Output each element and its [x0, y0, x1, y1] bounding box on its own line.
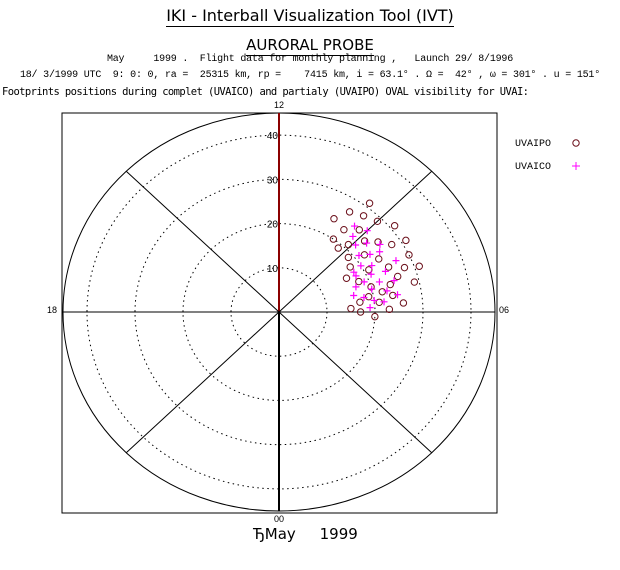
- point-uvaipo-17: [373, 217, 382, 226]
- point-uvaipo-12: [375, 255, 383, 263]
- point-uvaipo-33: [390, 222, 399, 230]
- probe-title: AURORAL PROBE: [246, 36, 374, 56]
- point-uvaico-8: [390, 277, 398, 285]
- point-uvaico-18: [376, 240, 384, 248]
- point-uvaipo-23: [344, 253, 353, 262]
- point-uvaico-2: [360, 278, 368, 286]
- radial-tick-label-30: 30: [267, 175, 279, 186]
- mlt-label-left: 18: [47, 305, 57, 315]
- point-uvaipo-25: [415, 262, 423, 270]
- point-uvaico-27: [350, 291, 358, 299]
- point-uvaipo-28: [385, 305, 394, 314]
- orbit-line: 18/ 3/1999 UTC 9: 0: 0, ra = 25315 km, r…: [19, 70, 601, 81]
- point-uvaico-16: [363, 227, 371, 235]
- point-uvaipo-1: [386, 280, 394, 289]
- point-uvaico-6: [370, 296, 378, 304]
- point-uvaico-21: [380, 298, 388, 306]
- point-uvaipo-7: [389, 291, 397, 300]
- grid-ray-2: [125, 311, 280, 454]
- point-uvaipo-34: [365, 199, 374, 207]
- point-uvaico-4: [352, 272, 360, 280]
- mlt-label-right: 06: [499, 305, 509, 315]
- point-uvaipo-29: [371, 312, 379, 321]
- point-uvaico-3: [367, 270, 375, 278]
- point-uvaico-24: [351, 222, 359, 230]
- point-uvaico-22: [366, 304, 374, 312]
- point-uvaipo-4: [364, 292, 373, 301]
- point-uvaipo-37: [334, 244, 342, 252]
- legend: UVAIPO UVAICO: [515, 139, 580, 173]
- plot-caption: Footprints positions during complet (UVA…: [2, 86, 529, 98]
- point-uvaipo-8: [400, 263, 409, 272]
- point-uvaipo-18: [355, 226, 363, 234]
- radial-tick-label-10: 10: [267, 264, 279, 275]
- point-uvaico-7: [383, 287, 391, 295]
- point-uvaipo-10: [365, 266, 373, 274]
- grid-ray-3: [125, 170, 280, 313]
- point-uvaipo-0: [378, 288, 386, 296]
- point-uvaipo-2: [393, 272, 402, 281]
- data-marks: [329, 199, 423, 321]
- legend-marker-uvaipo: [572, 139, 580, 147]
- point-uvaipo-38: [329, 235, 338, 243]
- radial-tick-label-40: 40: [267, 131, 279, 142]
- footer-date: ЂMay 1999: [253, 525, 358, 543]
- point-uvaipo-22: [344, 240, 353, 249]
- point-uvaico-17: [349, 232, 357, 240]
- point-uvaico-15: [352, 241, 360, 249]
- app-title: IKI - Interball Visualization Tool (IVT): [166, 6, 454, 27]
- point-uvaipo-3: [367, 283, 375, 291]
- point-uvaico-25: [376, 248, 384, 256]
- point-uvaipo-32: [402, 236, 410, 245]
- point-uvaico-1: [375, 278, 383, 286]
- point-uvaipo-24: [405, 251, 413, 259]
- point-uvaipo-13: [388, 240, 396, 249]
- point-uvaipo-26: [410, 278, 419, 286]
- point-uvaico-12: [366, 250, 374, 258]
- point-uvaipo-5: [356, 298, 364, 306]
- point-uvaico-9: [381, 267, 389, 275]
- point-uvaico-10: [368, 262, 376, 270]
- point-uvaico-23: [350, 268, 358, 276]
- mlt-label-bottom: 00: [274, 514, 284, 524]
- polar-grid: 10 20 30 40: [62, 112, 496, 512]
- legend-label-uvaipo: UVAIPO: [515, 139, 551, 150]
- point-uvaico-26: [352, 283, 360, 291]
- mlt-label-top: 12: [274, 100, 284, 110]
- legend-marker-uvaico: [572, 162, 580, 170]
- point-uvaipo-30: [356, 308, 365, 316]
- grid-ray-0: [278, 311, 433, 454]
- point-uvaipo-35: [342, 274, 351, 282]
- radial-tick-label-20: 20: [267, 220, 279, 231]
- point-uvaipo-21: [345, 208, 354, 216]
- mission-line: May 1999 . Flight data for monthly plann…: [106, 54, 514, 65]
- point-uvaipo-20: [340, 226, 348, 234]
- point-uvaipo-19: [359, 212, 368, 220]
- point-uvaipo-36: [346, 263, 354, 271]
- point-uvaipo-15: [374, 238, 382, 246]
- point-uvaipo-39: [330, 215, 338, 223]
- point-uvaico-20: [394, 291, 402, 299]
- point-uvaipo-16: [360, 237, 369, 245]
- point-uvaico-13: [355, 251, 363, 259]
- legend-label-uvaico: UVAICO: [515, 162, 551, 173]
- point-uvaipo-31: [347, 304, 355, 313]
- point-uvaico-11: [357, 262, 365, 270]
- point-uvaico-19: [392, 257, 400, 265]
- point-uvaipo-27: [399, 299, 408, 307]
- point-uvaipo-9: [384, 263, 393, 271]
- point-uvaico-14: [363, 239, 371, 247]
- point-uvaico-0: [368, 285, 376, 293]
- point-uvaico-5: [360, 293, 368, 301]
